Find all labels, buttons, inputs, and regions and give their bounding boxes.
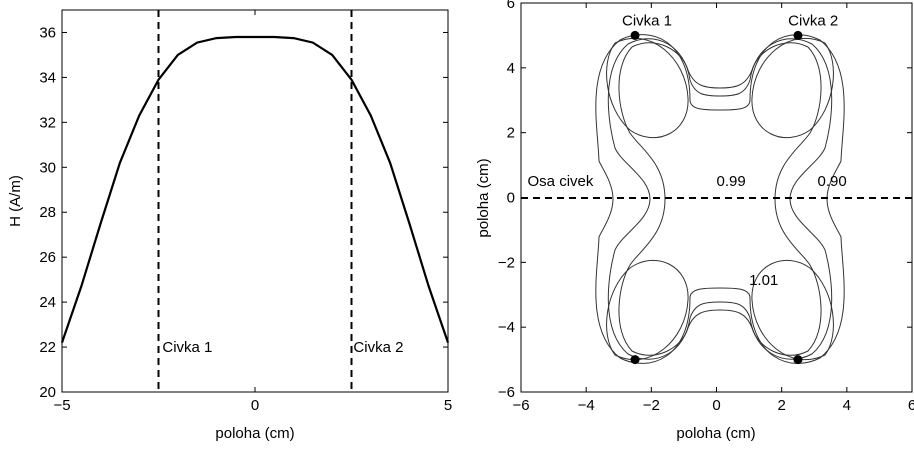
y-tick-label: 6 [507, 0, 515, 12]
annotations: Civka 1 Civka 2 Osa civek 0.99 0.90 1.01 [528, 13, 847, 289]
annotation-label: Civka 2 [788, 13, 838, 30]
tick-labels: −6 −4 −2 0 2 4 6 −6 −4 −2 0 2 4 6 [498, 0, 914, 414]
tick-marks [61, 10, 449, 393]
x-tick-label: −2 [643, 397, 660, 414]
y-tick-label: 36 [39, 24, 56, 41]
y-tick-label: 0 [507, 190, 515, 207]
x-tick-label: −6 [512, 397, 529, 414]
coil-label: Civka 2 [353, 339, 403, 356]
contour-level-0.90 [595, 34, 845, 364]
coil-points [630, 30, 803, 365]
y-tick-label: −6 [498, 384, 515, 401]
y-tick-label: 24 [39, 294, 56, 311]
annotations: Civka 1 Civka 2 [162, 339, 403, 356]
contour-line [751, 259, 834, 361]
y-tick-label: 4 [507, 60, 515, 77]
chart-field-profile: −5 0 5 20 22 24 26 28 30 32 34 36 Civka 1 Civka 2 po… [7, 9, 452, 442]
x-tick-label: 0 [251, 397, 259, 414]
y-axis-label: H (A/m) [7, 175, 24, 227]
annotation-label: 0.90 [818, 173, 847, 190]
series-line [60, 35, 450, 343]
contour-line [606, 259, 689, 361]
chart-contours: −6 −4 −2 0 2 4 6 −6 −4 −2 0 2 4 6 Civka 1 Civka 2 Osa c… [475, 0, 914, 442]
x-tick-label: 0 [712, 397, 720, 414]
y-tick-label: −4 [498, 319, 515, 336]
coil-point [793, 30, 803, 40]
contour-level-mid [618, 42, 822, 356]
coil-label: Civka 1 [162, 339, 212, 356]
coil-position-lines [157, 10, 353, 392]
contour-level-1.01 [606, 37, 834, 361]
annotation-label: 0.99 [717, 173, 746, 190]
coil-point [793, 355, 803, 365]
y-tick-label: 26 [39, 249, 56, 266]
tick-labels: −5 0 5 20 22 24 26 28 30 32 34 36 [39, 24, 452, 414]
y-tick-label: 20 [39, 384, 56, 401]
annotation-label: Osa civek [528, 173, 594, 190]
y-tick-label: 22 [39, 339, 56, 356]
x-axis-label: poloha (cm) [676, 425, 755, 442]
x-tick-label: 2 [777, 397, 785, 414]
contour-line [606, 37, 689, 139]
y-tick-label: 28 [39, 204, 56, 221]
x-tick-label: 4 [843, 397, 851, 414]
coil-point [630, 355, 640, 365]
contour-line [607, 38, 833, 360]
y-tick-label: 34 [39, 69, 56, 86]
annotation-label: Civka 1 [622, 13, 672, 30]
y-tick-label: 32 [39, 114, 56, 131]
contour-line [595, 34, 845, 364]
x-tick-label: 6 [908, 397, 914, 414]
y-tick-label: −2 [498, 254, 515, 271]
y-tick-label: 30 [39, 159, 56, 176]
x-tick-label: 5 [444, 397, 452, 414]
y-tick-label: 2 [507, 125, 515, 142]
x-tick-label: −4 [578, 397, 595, 414]
plot-frame [61, 9, 449, 393]
y-axis-label: poloha (cm) [475, 158, 492, 237]
annotation-label: 1.01 [749, 272, 778, 289]
contour-line [751, 37, 834, 139]
x-axis-label: poloha (cm) [215, 425, 294, 442]
x-tick-label: −5 [53, 397, 70, 414]
contour-line [618, 42, 822, 356]
contour-level-0.99 [607, 38, 833, 360]
coil-point [630, 30, 640, 40]
